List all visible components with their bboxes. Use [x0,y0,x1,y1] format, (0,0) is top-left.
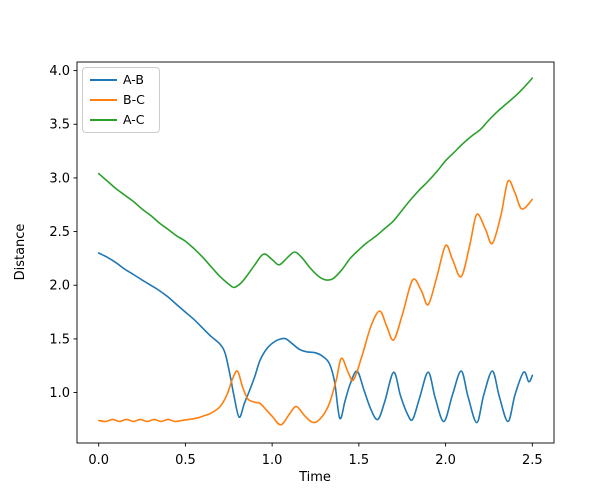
legend-line-sample-bc [90,99,117,101]
legend-label-bc: B-C [123,91,145,107]
x-tick-label: 1.5 [349,453,370,468]
x-tick-label: 0.0 [88,453,109,468]
x-tick-label: 2.0 [435,453,456,468]
y-tick-label: 3.5 [49,118,70,133]
legend-item-ab: A-B [90,72,152,87]
legend: A-B B-C A-C [82,67,160,133]
x-tick-label: 2.5 [522,453,543,468]
y-tick-label: 1.5 [49,332,70,347]
plot-frame [76,61,555,444]
x-tick-label: 1.0 [262,453,283,468]
y-tick-label: 1.0 [49,386,70,401]
series-line-B-C [97,179,534,426]
y-tick-label: 2.5 [49,225,70,240]
legend-label-ac: A-C [123,111,145,127]
x-axis-label: Time [298,470,331,485]
y-tick-label: 4.0 [49,64,70,79]
y-tick-label: 3.0 [49,171,70,186]
legend-line-sample-ac [90,118,117,121]
legend-item-bc: B-C [90,91,152,107]
legend-line-sample-ab [90,79,117,82]
x-tick-label: 0.5 [175,453,196,468]
y-axis-label: Distance [13,224,28,281]
series-line-A-C [97,77,534,289]
legend-label-ab: A-B [123,72,144,87]
y-axis-ticks: 1.0 1.5 2.0 2.5 3.0 3.5 4.0 [49,64,77,401]
legend-item-ac: A-C [90,111,152,127]
series-lines [97,77,534,426]
y-tick-label: 2.0 [49,279,70,294]
x-axis-ticks: 0.0 0.5 1.0 1.5 2.0 2.5 [88,443,543,468]
series-line-A-B [97,252,534,424]
